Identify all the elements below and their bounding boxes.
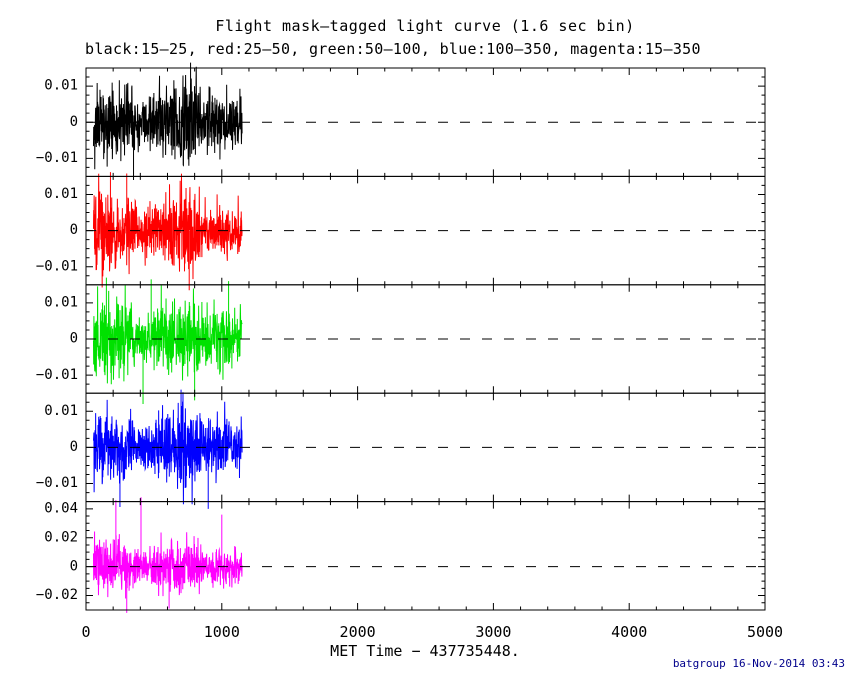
chart-subtitle-energy-bands: black:15–25, red:25–50, green:50–100, bl… (85, 40, 701, 58)
chart-title: Flight mask–tagged light curve (1.6 sec … (215, 17, 635, 35)
credit-text: batgroup 16-Nov-2014 03:43 (672, 657, 845, 670)
x-axis-label: MET Time − 437735448. (330, 642, 520, 660)
